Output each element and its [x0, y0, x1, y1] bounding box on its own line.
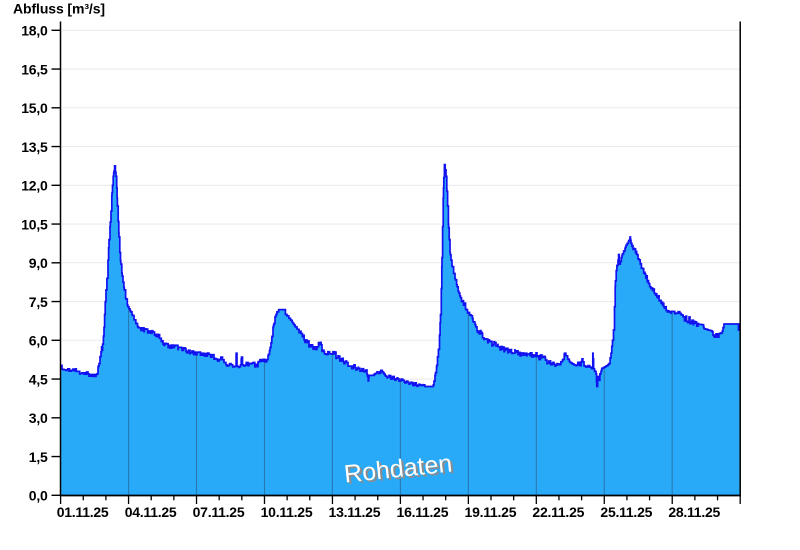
svg-text:01.11.25: 01.11.25 [57, 504, 109, 520]
svg-text:15,0: 15,0 [21, 100, 48, 116]
svg-text:04.11.25: 04.11.25 [125, 504, 177, 520]
svg-text:7,5: 7,5 [29, 294, 48, 310]
svg-text:9,0: 9,0 [29, 255, 48, 271]
svg-text:10,5: 10,5 [21, 216, 48, 232]
svg-text:4,5: 4,5 [29, 371, 48, 387]
svg-text:3,0: 3,0 [29, 410, 48, 426]
svg-text:16.11.25: 16.11.25 [397, 504, 449, 520]
svg-text:0,0: 0,0 [29, 488, 48, 504]
svg-text:10.11.25: 10.11.25 [261, 504, 313, 520]
svg-text:22.11.25: 22.11.25 [532, 504, 584, 520]
svg-text:19.11.25: 19.11.25 [465, 504, 517, 520]
svg-text:Abfluss [m³/s]: Abfluss [m³/s] [13, 1, 105, 17]
svg-text:13.11.25: 13.11.25 [329, 504, 381, 520]
svg-text:1,5: 1,5 [29, 449, 48, 465]
svg-text:12,0: 12,0 [21, 178, 48, 194]
svg-text:28.11.25: 28.11.25 [668, 504, 720, 520]
svg-text:18,0: 18,0 [21, 23, 48, 39]
svg-text:13,5: 13,5 [21, 139, 48, 155]
svg-text:25.11.25: 25.11.25 [600, 504, 652, 520]
svg-text:6,0: 6,0 [29, 333, 48, 349]
svg-text:07.11.25: 07.11.25 [193, 504, 245, 520]
svg-text:16,5: 16,5 [21, 61, 48, 77]
